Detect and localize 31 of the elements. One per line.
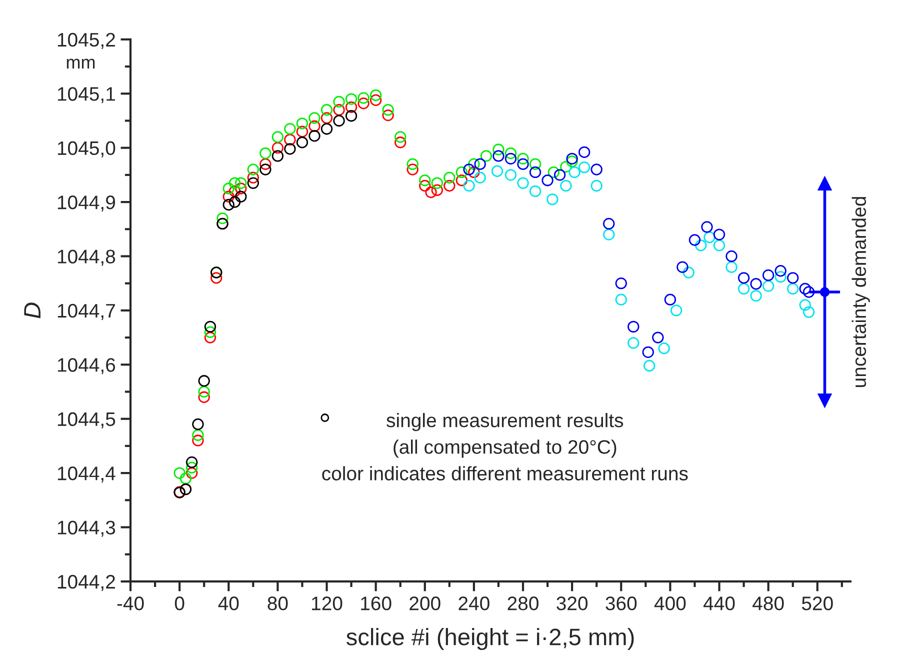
x-tick-label: 400 [654,596,686,610]
annotation: single measurement results (all compensated to 20°C) color indicates different measurement runs [322,413,688,480]
y-tick-label: 1044,8 [58,250,116,266]
x-tick-label: 200 [410,596,440,610]
x-tick-label: -40 [117,596,144,610]
y-tick-label: 1045,0 [58,141,116,158]
x-tick-label: 80 [268,596,288,610]
y-tick-label: 1045,1 [58,87,115,104]
y-tick-label: 1044,5 [58,412,116,428]
x-tick-label: 320 [556,596,588,610]
y-tick-label: 1044,7 [58,304,115,320]
x-tick-label: 0 [174,596,184,610]
y-tick-label: 1044,2 [58,574,115,591]
x-tick-label: 520 [802,596,833,610]
x-tick-label: 40 [218,596,239,610]
x-tick-label: 440 [703,596,735,610]
annotation: uncertainty demanded [852,197,870,387]
x-tick-label: 120 [312,596,342,610]
x-axis-title: sclice #i (height = i·2,5 mm) [346,628,634,650]
x-tick-label: 280 [508,596,538,610]
y-tick-label: 1044,4 [58,466,116,483]
x-tick-label: 480 [752,596,784,610]
y-tick-label: 1044,6 [58,358,116,374]
y-axis-title: D [24,302,40,318]
x-tick-label: 240 [458,596,490,610]
y-tick-label: 1044,9 [58,195,115,212]
y-tick-label: 1044,3 [58,520,116,537]
text: mm [66,58,95,68]
x-tick-label: 160 [361,596,392,610]
y-tick-label: 1045,2 [58,32,115,49]
x-tick-label: 360 [606,596,637,610]
